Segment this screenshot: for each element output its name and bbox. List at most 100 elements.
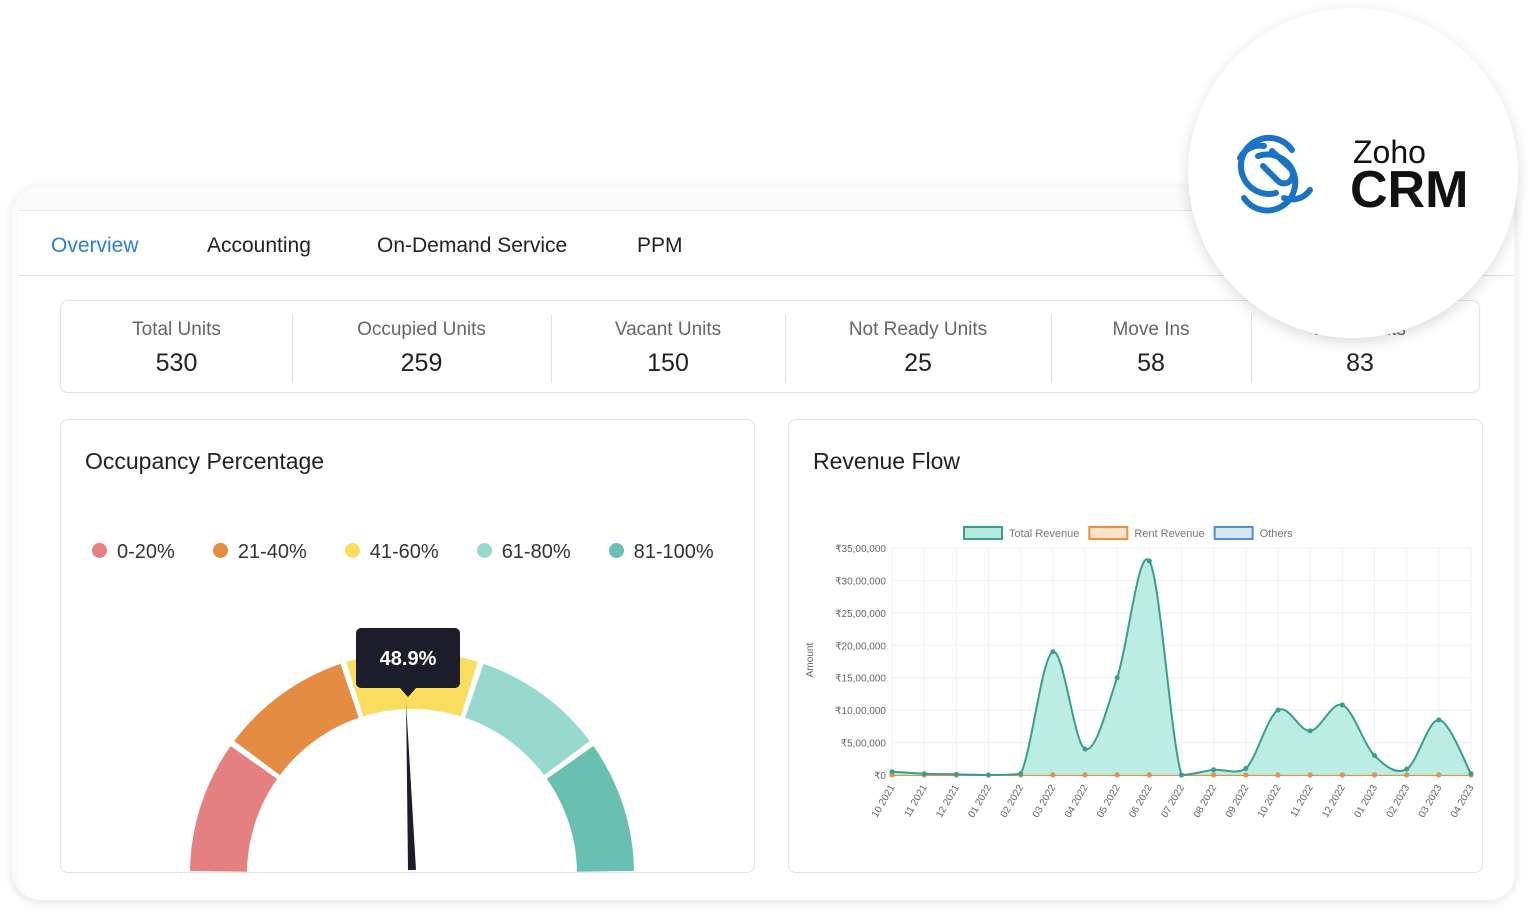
divider	[551, 315, 552, 383]
x-tick-label: 01 2023	[1352, 783, 1380, 820]
kpi-label: Occupied Units	[357, 319, 486, 340]
data-point[interactable]	[1211, 767, 1217, 773]
data-point[interactable]	[1468, 771, 1474, 777]
x-tick-label: 02 2023	[1385, 783, 1413, 820]
legend-item[interactable]: 21-40%	[212, 541, 307, 564]
series-area	[892, 559, 1471, 775]
x-tick-label: 04 2022	[1063, 783, 1091, 820]
data-point[interactable]	[1307, 772, 1313, 778]
legend-label: 81-100%	[633, 541, 714, 563]
tab-accounting[interactable]: Accounting	[207, 234, 311, 257]
data-point[interactable]	[1211, 772, 1217, 778]
data-point[interactable]	[1372, 753, 1377, 759]
kpi-value: 58	[1137, 349, 1165, 377]
x-tick-label: 12 2021	[934, 783, 962, 820]
data-point[interactable]	[1372, 772, 1377, 778]
legend-dot-icon	[344, 543, 360, 558]
legend-label: 0-20%	[117, 541, 175, 563]
data-point[interactable]	[1243, 772, 1249, 778]
data-point[interactable]	[1404, 772, 1410, 778]
tab-on-demand-service[interactable]: On-Demand Service	[377, 234, 568, 257]
legend-swatch	[963, 526, 1003, 540]
tab-overview[interactable]: Overview	[51, 234, 139, 257]
gauge-tooltip	[356, 628, 460, 688]
legend-item[interactable]: 81-100%	[608, 541, 714, 564]
legend-label[interactable]: Total Revenue	[1009, 528, 1079, 540]
data-point[interactable]	[1339, 772, 1345, 778]
legend-dot-icon	[476, 543, 492, 558]
x-tick-label: 11 2021	[903, 783, 930, 820]
y-tick-label: ₹25,00,000	[835, 609, 886, 620]
data-point[interactable]	[1404, 766, 1410, 772]
legend-item[interactable]: 41-60%	[344, 541, 439, 564]
data-point[interactable]	[1050, 649, 1056, 655]
legend-swatch	[1213, 526, 1254, 540]
kpi-move-ins: Move Ins 58	[1051, 301, 1251, 394]
tab-bar: Overview Accounting On-Demand Service PP…	[18, 210, 1514, 276]
data-point[interactable]	[921, 771, 927, 777]
x-tick-label: 03 2022	[1031, 783, 1059, 820]
x-tick-label: 08 2022	[1192, 783, 1220, 820]
legend-label[interactable]: Rent Revenue	[1134, 528, 1204, 540]
kpi-value: 259	[400, 349, 443, 377]
kpi-label: Total Units	[132, 319, 221, 340]
data-point[interactable]	[889, 769, 895, 775]
x-tick-label: 02 2022	[999, 783, 1027, 820]
x-tick-label: 07 2022	[1159, 783, 1187, 820]
data-point[interactable]	[1114, 675, 1120, 681]
y-tick-label: ₹5,00,000	[841, 739, 887, 750]
data-point[interactable]	[1082, 772, 1088, 778]
gauge-segment	[465, 663, 590, 776]
data-point[interactable]	[1436, 717, 1442, 723]
legend-swatch	[1088, 526, 1129, 540]
legend-label[interactable]: Others	[1260, 528, 1294, 540]
data-point[interactable]	[1114, 772, 1120, 778]
kpi-total-units: Total Units 530	[61, 301, 292, 394]
gauge-segment	[190, 746, 278, 872]
data-point[interactable]	[1436, 772, 1442, 778]
tab-ppm[interactable]: PPM	[637, 234, 683, 257]
kpi-label: Not Ready Units	[848, 319, 988, 340]
gauge-segment	[234, 663, 359, 776]
divider	[292, 315, 293, 383]
legend-label: 61-80%	[501, 541, 571, 563]
revenue-chart: ₹0 ₹5,00,000 ₹10,00,000 ₹15,00,000 ₹20,00,00…	[805, 526, 1477, 820]
kpi-value: 530	[155, 349, 198, 377]
occupancy-legend: 0-20% 21-40% 41-60% 61-80% 81-100%	[92, 541, 714, 564]
legend-item[interactable]: 0-20%	[92, 541, 175, 564]
kpi-strip: Total Units 530 Occupied Units 259 Vacant …	[60, 300, 1480, 393]
data-point[interactable]	[1050, 772, 1056, 778]
y-axis-label: Amount	[805, 643, 816, 678]
data-point[interactable]	[953, 771, 959, 777]
y-tick-label: ₹20,00,000	[835, 641, 886, 652]
y-tick-label: ₹10,00,000	[835, 706, 886, 717]
data-point[interactable]	[1179, 772, 1184, 778]
kpi-occupied-units: Occupied Units 259	[292, 301, 551, 394]
legend-item[interactable]: 61-80%	[476, 541, 571, 564]
revenue-title: Revenue Flow	[813, 448, 961, 474]
data-point[interactable]	[1243, 766, 1249, 772]
x-tick-label: 11 2022	[1289, 783, 1316, 820]
data-point[interactable]	[1082, 746, 1088, 752]
x-tick-label: 09 2022	[1224, 783, 1252, 820]
x-tick-label: 03 2023	[1417, 783, 1445, 820]
data-point[interactable]	[1275, 707, 1281, 713]
tooltip-arrow	[400, 688, 416, 697]
x-tick-label: 12 2022	[1320, 783, 1348, 820]
data-point[interactable]	[1275, 772, 1281, 778]
logo-product: CRM	[1350, 161, 1469, 219]
kpi-label: Move Ins	[1112, 319, 1190, 340]
kpi-value: 150	[647, 349, 689, 377]
data-point[interactable]	[986, 772, 991, 778]
x-tick-label: 05 2022	[1095, 783, 1123, 820]
data-point[interactable]	[1146, 772, 1152, 778]
occupancy-title: Occupancy Percentage	[85, 448, 325, 474]
data-point[interactable]	[1307, 728, 1313, 734]
data-point[interactable]	[1146, 558, 1152, 564]
divider	[785, 315, 786, 383]
data-point[interactable]	[1339, 702, 1345, 708]
legend-label: 41-60%	[369, 541, 439, 563]
data-point[interactable]	[1018, 771, 1024, 777]
x-tick-label: 04 2023	[1449, 783, 1477, 820]
zoho-crm-logo: Zoho CRM	[1188, 8, 1518, 338]
